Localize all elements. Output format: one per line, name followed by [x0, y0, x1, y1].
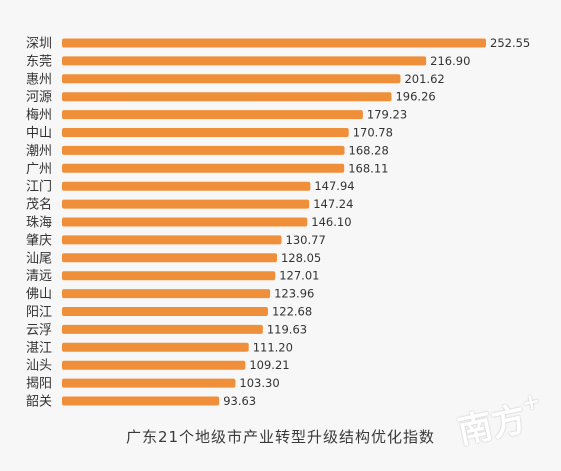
category-label: 云浮	[26, 323, 52, 338]
bar	[62, 181, 311, 191]
category-label: 清远	[26, 269, 52, 284]
bar	[62, 128, 349, 137]
value-label: 146.10	[311, 215, 351, 229]
bar	[62, 74, 401, 84]
bar	[62, 235, 282, 245]
category-label: 深圳	[26, 37, 52, 52]
value-label: 168.11	[348, 161, 388, 175]
bar	[62, 38, 486, 48]
bar	[62, 396, 220, 406]
bar	[62, 145, 345, 155]
value-label: 127.01	[279, 269, 319, 283]
category-label: 佛山	[26, 287, 52, 302]
category-label: 汕尾	[26, 251, 52, 266]
bar	[62, 342, 249, 352]
category-label: 中山	[26, 126, 52, 141]
value-label: 170.78	[353, 126, 393, 140]
category-label: 广州	[26, 162, 52, 177]
category-label: 茂名	[26, 197, 52, 213]
bar	[62, 324, 263, 334]
value-label: 196.26	[395, 90, 435, 104]
value-label: 109.21	[249, 358, 289, 372]
category-label: 阳江	[26, 305, 52, 320]
value-label: 103.30	[239, 376, 279, 390]
value-label: 252.55	[490, 36, 530, 50]
bar	[62, 360, 246, 370]
value-label: 147.94	[314, 179, 354, 193]
value-label: 111.20	[253, 340, 293, 354]
bar	[62, 217, 308, 227]
chart-title: 广东21个地级市产业转型升级结构优化指数	[125, 428, 436, 446]
category-label: 江门	[26, 180, 52, 195]
bar	[62, 289, 271, 299]
value-label: 122.68	[272, 305, 312, 319]
bar	[62, 378, 236, 388]
value-label: 128.05	[281, 251, 321, 265]
value-label: 179.23	[367, 108, 407, 122]
category-label: 梅州	[26, 108, 52, 123]
value-label: 201.62	[404, 72, 444, 86]
value-label: 216.90	[430, 54, 470, 68]
bar	[62, 253, 277, 263]
category-label: 河源	[26, 90, 52, 105]
category-label: 东莞	[26, 54, 52, 69]
bar	[62, 199, 310, 209]
bar	[62, 163, 345, 173]
value-label: 130.77	[286, 233, 326, 247]
value-label: 147.24	[313, 197, 353, 211]
bar	[62, 307, 268, 316]
bar	[62, 271, 276, 281]
bar	[62, 92, 392, 102]
value-label: 123.96	[274, 287, 314, 301]
value-label: 93.63	[223, 394, 256, 408]
bar	[62, 110, 363, 120]
category-label: 潮州	[26, 144, 52, 159]
category-label: 汕头	[26, 359, 52, 374]
category-label: 湛江	[26, 341, 52, 356]
category-label: 惠州	[26, 72, 52, 87]
category-label: 韶关	[26, 394, 52, 410]
category-label: 揭阳	[26, 377, 52, 392]
value-label: 119.63	[267, 322, 307, 336]
category-label: 珠海	[26, 216, 52, 231]
category-label: 肇庆	[26, 233, 52, 248]
value-label: 168.28	[349, 143, 389, 157]
bar	[62, 56, 427, 66]
